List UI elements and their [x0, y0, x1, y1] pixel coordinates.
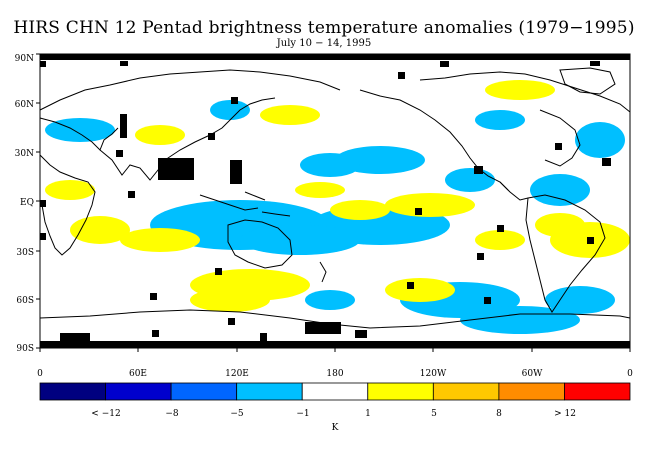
colorbar-label: −8 — [165, 409, 179, 419]
lat-label: 60N — [15, 100, 34, 110]
anomaly-field — [45, 80, 630, 334]
cool-anomaly-region — [300, 153, 360, 177]
colorbar-swatch — [432, 382, 500, 401]
lat-label: 60S — [16, 296, 34, 306]
lon-label: 180 — [326, 369, 343, 379]
cool-anomaly-region — [460, 306, 580, 334]
lat-axis: 90N 60N 30N EQ 30S 60S 90S — [15, 53, 40, 354]
warm-anomaly-region — [385, 193, 475, 217]
lon-label: 0 — [627, 369, 633, 379]
warm-anomaly-region — [330, 200, 390, 220]
colorbar-labels: < −12 −8 −5 −1 1 5 8 > 12 K — [91, 409, 576, 433]
lon-label: 120E — [225, 369, 249, 379]
warm-anomaly-region — [485, 80, 555, 100]
warm-anomaly-region — [70, 216, 130, 244]
colorbar-label: > 12 — [554, 409, 576, 419]
colorbar-swatch — [301, 382, 369, 401]
warm-anomaly-region — [475, 230, 525, 250]
map-title: HIRS CHN 12 Pentad brightness temperatur… — [13, 18, 635, 38]
warm-anomaly-region — [190, 288, 270, 312]
colorbar-swatch — [564, 382, 631, 401]
cool-anomaly-region — [545, 286, 615, 314]
cool-anomaly-region — [240, 225, 360, 255]
cool-anomaly-region — [575, 122, 625, 158]
colorbar-label: 1 — [365, 409, 371, 419]
cool-anomaly-region — [305, 290, 355, 310]
colorbar-label: < −12 — [91, 409, 120, 419]
lat-label: 90N — [15, 54, 34, 64]
lat-label: 30S — [16, 248, 34, 258]
colorbar-swatch — [39, 382, 106, 401]
cool-anomaly-region — [445, 168, 495, 192]
colorbar-swatch — [367, 382, 434, 401]
cool-anomaly-region — [530, 174, 590, 206]
lat-label: 30N — [15, 149, 34, 159]
warm-anomaly-region — [45, 180, 95, 200]
colorbar-unit: K — [332, 423, 339, 433]
warm-anomaly-region — [135, 125, 185, 145]
cool-anomaly-region — [45, 118, 115, 142]
coastlines — [39, 67, 631, 329]
lon-axis: 0 60E 120E 180 120W 60W 0 — [37, 348, 633, 379]
lon-label: 60E — [129, 369, 147, 379]
missing-data-mask — [40, 54, 630, 348]
cool-anomaly-region — [475, 110, 525, 130]
lat-label: 90S — [16, 344, 34, 354]
colorbar-label: 8 — [496, 409, 502, 419]
colorbar-label: −1 — [296, 409, 309, 419]
lon-label: 0 — [37, 369, 43, 379]
lat-label: EQ — [20, 198, 34, 208]
colorbar-label: 5 — [431, 409, 437, 419]
cool-anomaly-region — [210, 100, 250, 120]
colorbar-swatch — [105, 382, 172, 401]
warm-anomaly-region — [295, 182, 345, 198]
warm-anomaly-region — [385, 278, 455, 302]
warm-anomaly-region — [120, 228, 200, 252]
lon-label: 60W — [522, 369, 543, 379]
colorbar-swatch — [498, 382, 565, 401]
colorbar-swatch — [236, 382, 303, 401]
colorbar — [39, 382, 631, 401]
colorbar-swatch — [170, 382, 238, 401]
warm-anomaly-region — [260, 105, 320, 125]
colorbar-label: −5 — [230, 409, 244, 419]
map-subtitle: July 10 − 14, 1995 — [276, 38, 372, 49]
lon-label: 120W — [420, 369, 447, 379]
warm-anomaly-region — [535, 213, 585, 237]
